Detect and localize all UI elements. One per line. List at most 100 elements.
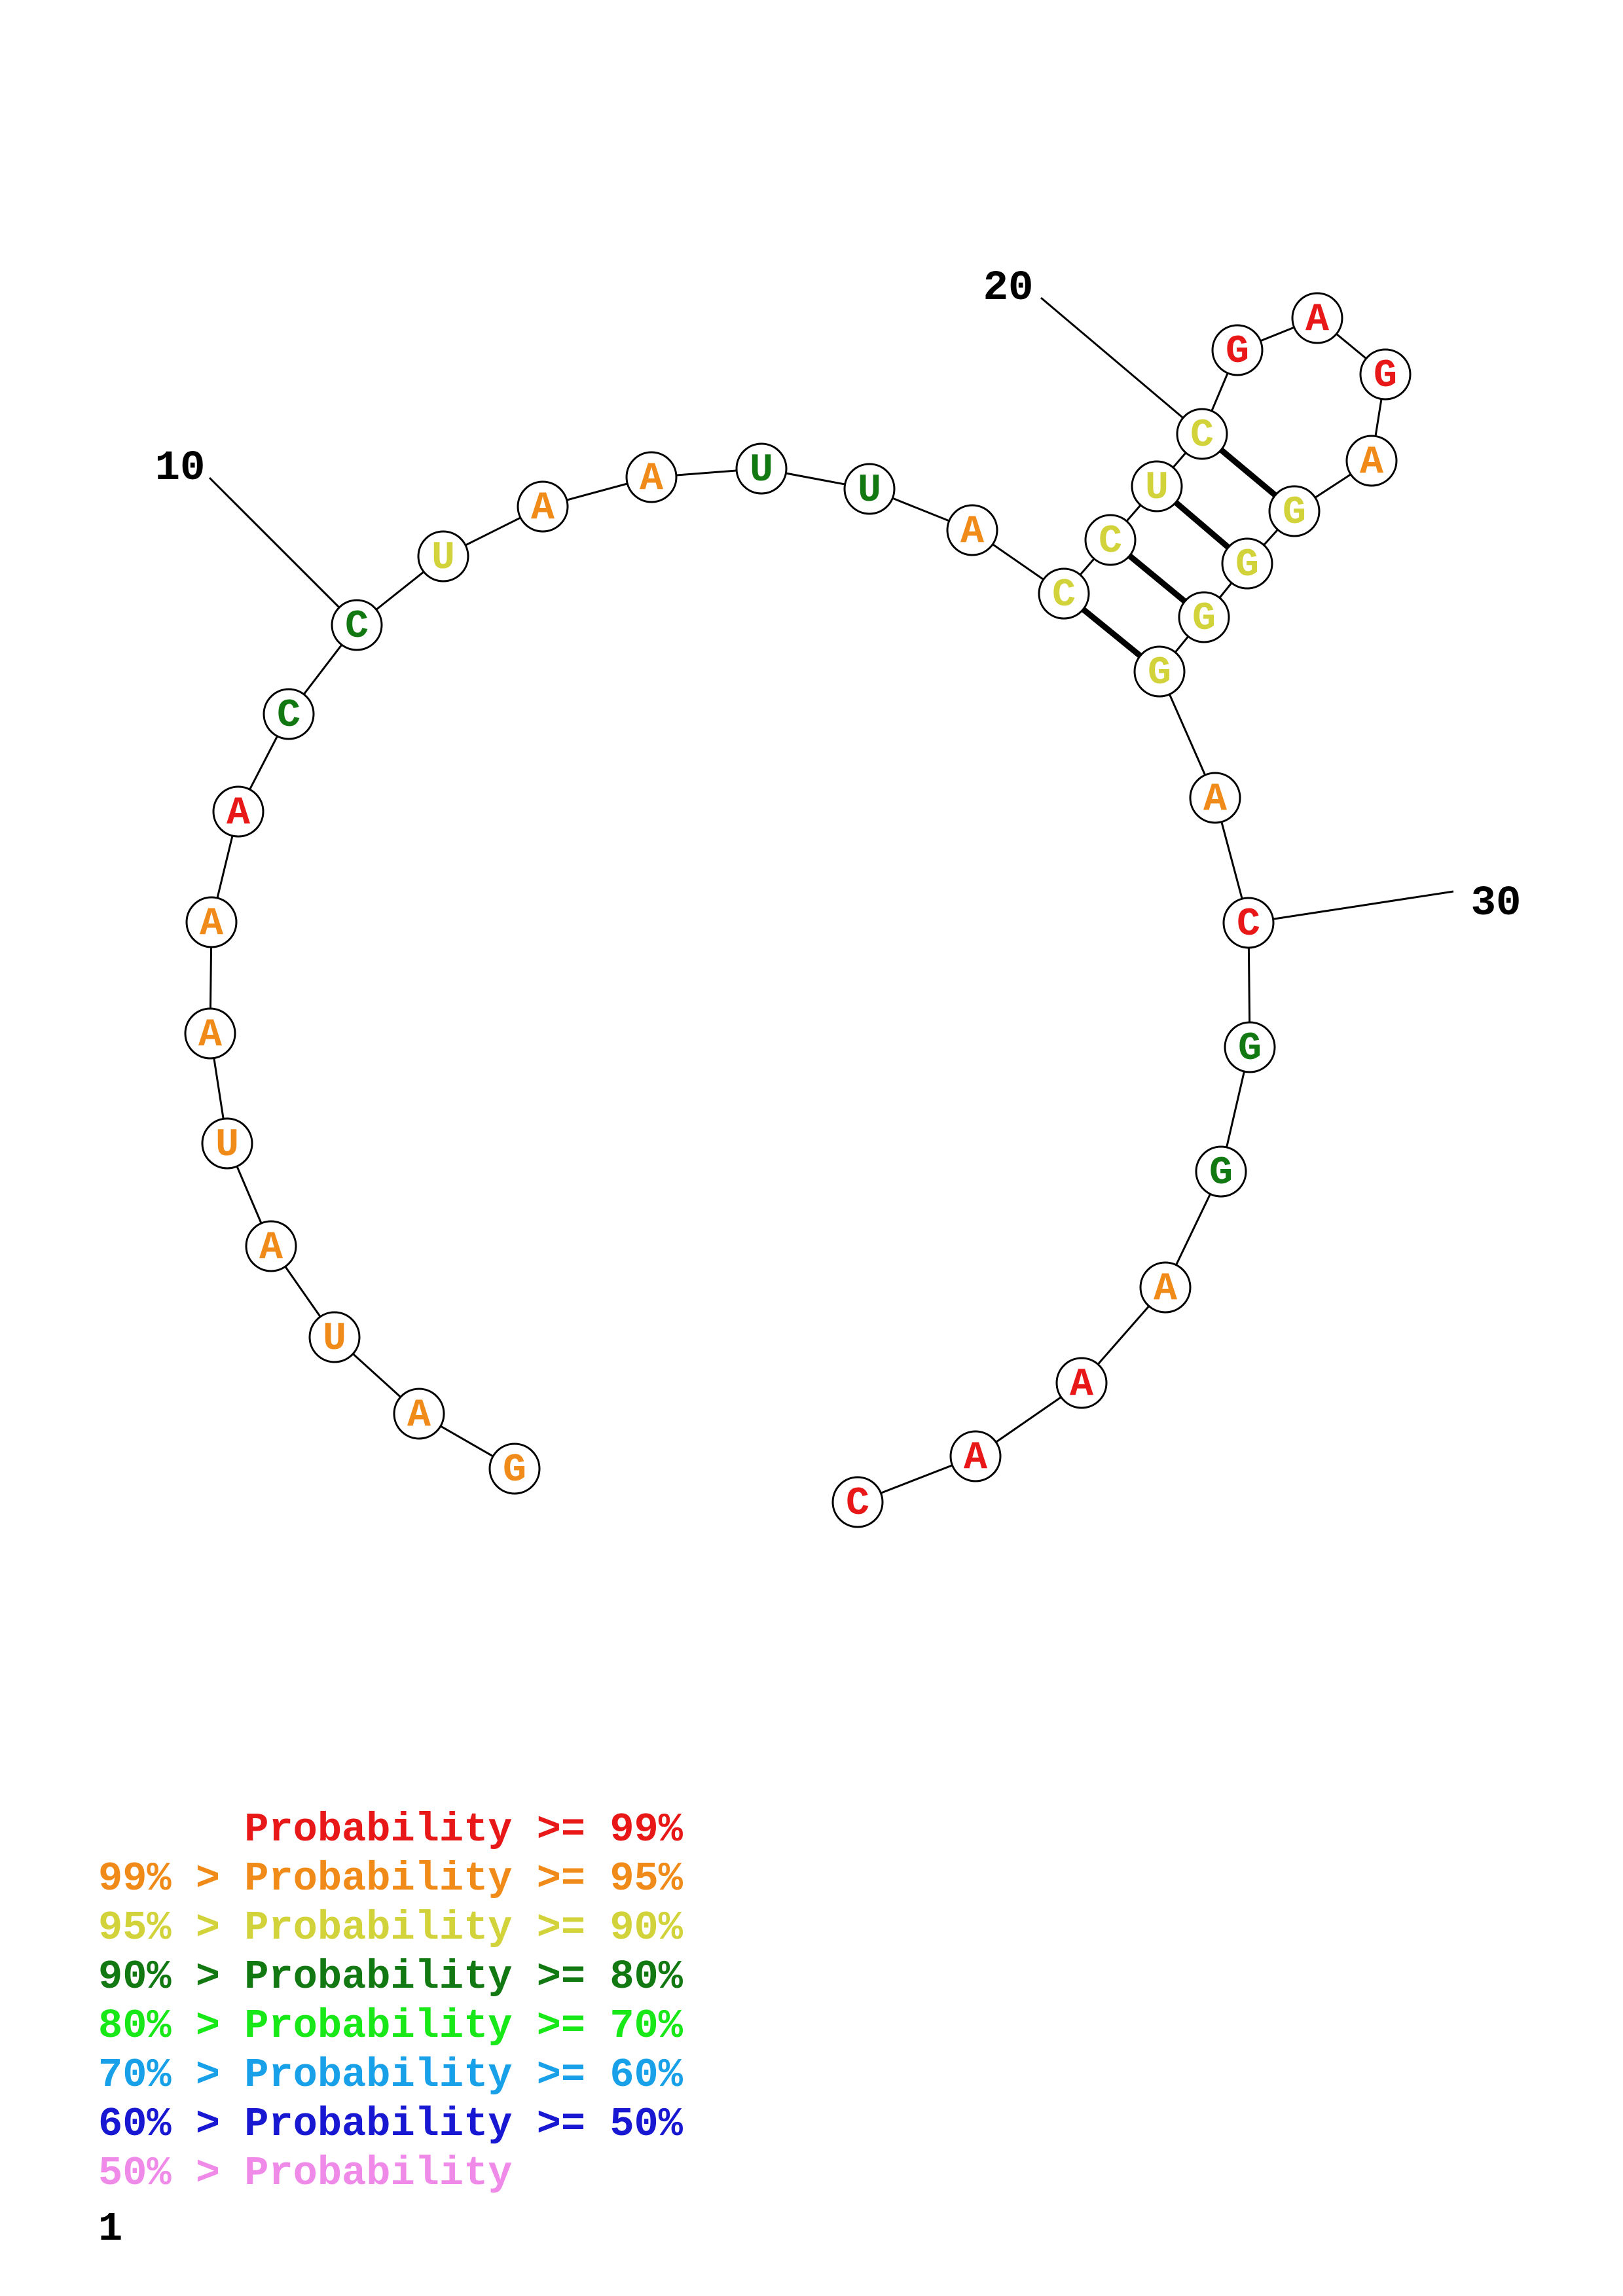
nucleotide: A bbox=[185, 896, 238, 948]
position-label-lines bbox=[208, 296, 1454, 924]
nucleotide-base: A bbox=[200, 902, 223, 946]
nucleotide: C bbox=[331, 599, 383, 651]
nucleotide: U bbox=[843, 463, 896, 515]
nucleotide: G bbox=[1221, 537, 1273, 590]
nucleotide-base: U bbox=[750, 448, 773, 493]
nucleotide-circle bbox=[1139, 1261, 1192, 1314]
nucleotide: A bbox=[184, 1007, 236, 1060]
nucleotide: C bbox=[1038, 567, 1090, 620]
legend-entry: 90% > Probability >= 80% bbox=[98, 1954, 683, 2000]
nucleotide-circle bbox=[1189, 772, 1241, 824]
nucleotide-base: A bbox=[1360, 440, 1383, 485]
position-label: 30 bbox=[1471, 880, 1522, 927]
nucleotide: U bbox=[735, 442, 788, 495]
nucleotide-circle bbox=[1195, 1145, 1247, 1198]
nucleotide-base: C bbox=[1052, 573, 1076, 618]
legend-entry: 60% > Probability >= 50% bbox=[98, 2101, 683, 2147]
nucleotide: A bbox=[212, 785, 264, 838]
nucleotide: U bbox=[417, 530, 469, 583]
nucleotide-base: A bbox=[407, 1393, 431, 1438]
nucleotide-circle bbox=[1359, 348, 1412, 401]
nucleotide-circle bbox=[949, 1430, 1002, 1482]
nucleotide-base: A bbox=[198, 1013, 222, 1058]
nucleotide-base: C bbox=[277, 694, 301, 738]
nucleotide-base: C bbox=[1099, 520, 1122, 564]
nucleotide: A bbox=[625, 451, 678, 503]
nucleotide: A bbox=[1055, 1357, 1108, 1409]
legend-entry: 95% > Probability >= 90% bbox=[98, 1905, 683, 1951]
nucleotide-circle bbox=[185, 896, 238, 948]
nucleotide-circle bbox=[1268, 485, 1321, 537]
position-label-line bbox=[1248, 890, 1454, 924]
backbone bbox=[209, 317, 1387, 1503]
nucleotide: A bbox=[517, 480, 569, 533]
nucleotide: A bbox=[1291, 292, 1343, 344]
nucleotide-circle bbox=[184, 1007, 236, 1060]
nucleotide: A bbox=[1189, 772, 1241, 824]
nucleotide-base: A bbox=[259, 1226, 283, 1270]
nucleotide-circle bbox=[625, 451, 678, 503]
nucleotide-circle bbox=[488, 1443, 541, 1495]
nucleotide-circle bbox=[946, 504, 998, 556]
nucleotide-circle bbox=[212, 785, 264, 838]
nucleotide-base: A bbox=[964, 1436, 987, 1480]
position-label-line bbox=[1040, 296, 1203, 435]
nucleotide-base: A bbox=[1305, 298, 1329, 342]
nucleotide-base: A bbox=[531, 486, 555, 531]
nucleotide-circle bbox=[831, 1476, 884, 1528]
page-number: 1 bbox=[98, 2206, 123, 2252]
nucleotide: G bbox=[488, 1443, 541, 1495]
nucleotide-base: A bbox=[1203, 778, 1227, 822]
nucleotide-circle bbox=[1224, 1021, 1276, 1073]
nucleotide-base: U bbox=[215, 1123, 239, 1168]
nucleotide: A bbox=[1139, 1261, 1192, 1314]
nucleotide: U bbox=[308, 1311, 361, 1363]
nucleotide-circle bbox=[263, 688, 315, 740]
nucleotide: A bbox=[949, 1430, 1002, 1482]
nucleotide-circle bbox=[1176, 408, 1228, 460]
nucleotide-circle bbox=[201, 1117, 253, 1170]
nucleotide-circle bbox=[393, 1388, 445, 1440]
nucleotide: G bbox=[1133, 645, 1186, 698]
legend-entry: Probability >= 99% bbox=[98, 1806, 683, 1853]
nucleotide: G bbox=[1211, 324, 1264, 376]
nucleotide: C bbox=[1084, 514, 1137, 566]
nucleotide-circle bbox=[1055, 1357, 1108, 1409]
legend-entry: 50% > Probability bbox=[98, 2150, 513, 2197]
nucleotide: C bbox=[263, 688, 315, 740]
nucleotide-base: G bbox=[1283, 491, 1306, 535]
nucleotide-circle bbox=[1345, 435, 1398, 487]
nucleotide-circle bbox=[1211, 324, 1264, 376]
nucleotide: G bbox=[1359, 348, 1412, 401]
nucleotide-base: G bbox=[1374, 354, 1397, 399]
nucleotide-base: U bbox=[323, 1317, 346, 1361]
position-label-line bbox=[208, 476, 358, 626]
position-label: 10 bbox=[155, 445, 206, 492]
legend-entry: 99% > Probability >= 95% bbox=[98, 1856, 683, 1902]
nucleotide: C bbox=[1222, 897, 1275, 949]
nucleotide-circle bbox=[308, 1311, 361, 1363]
nucleotide-base: G bbox=[1235, 543, 1259, 588]
nucleotide-base: C bbox=[345, 605, 369, 649]
position-label: 20 bbox=[983, 265, 1034, 312]
nucleotide-base: A bbox=[1070, 1363, 1093, 1407]
nucleotide-circle bbox=[1178, 591, 1230, 643]
nucleotide-circle bbox=[417, 530, 469, 583]
nucleotide: G bbox=[1268, 485, 1321, 537]
nucleotide: G bbox=[1178, 591, 1230, 643]
nucleotide-circle bbox=[1131, 460, 1183, 512]
nucleotide-base: G bbox=[1238, 1027, 1262, 1071]
nucleotide-base: C bbox=[1237, 903, 1260, 947]
nucleotide-circle bbox=[735, 442, 788, 495]
nucleotide-base: C bbox=[1190, 414, 1214, 458]
nucleotide-circle bbox=[1291, 292, 1343, 344]
nucleotide: A bbox=[946, 504, 998, 556]
nucleotide-base: U bbox=[431, 536, 455, 581]
position-labels: 10 20 30 bbox=[155, 265, 1522, 927]
nucleotide: A bbox=[393, 1388, 445, 1440]
probability-legend: Probability >= 99% 99% > Probability >= 9… bbox=[98, 1805, 683, 2198]
nucleotide-circle bbox=[843, 463, 896, 515]
nucleotide-base: A bbox=[1154, 1267, 1177, 1312]
